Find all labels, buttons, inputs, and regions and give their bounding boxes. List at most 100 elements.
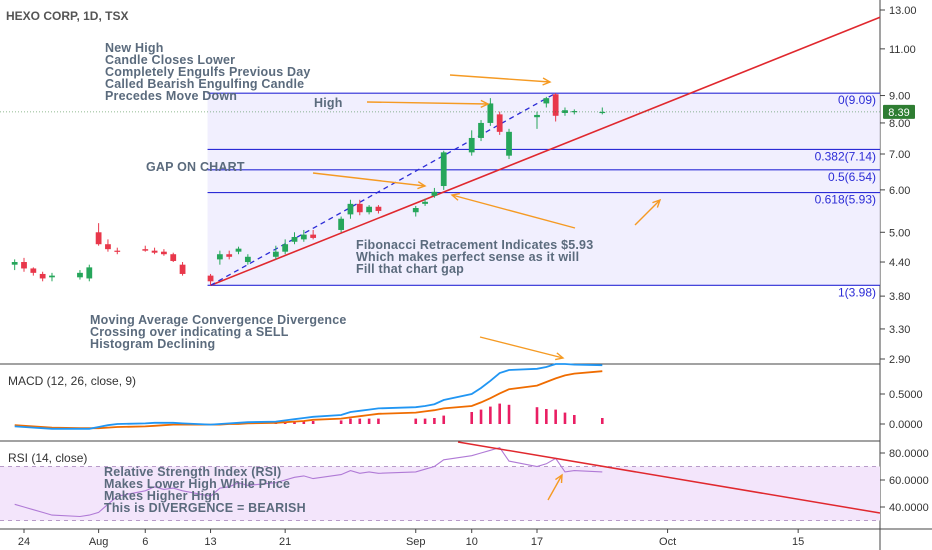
macd-histogram-bar [600, 418, 604, 424]
x-tick-label: Oct [659, 536, 676, 548]
macd-histogram-bar [293, 421, 296, 424]
macd-histogram-bar [377, 418, 380, 424]
candle-body [506, 131, 512, 156]
candle-body [300, 234, 307, 240]
annotation-arrow[interactable] [547, 474, 563, 501]
x-axis-labels: 24 Aug 6 13 21 Sep 10 17 Oct 15 [18, 529, 804, 548]
rsi-y-tick-label: 40.0000 [889, 502, 929, 514]
arrow-head [542, 77, 552, 86]
macd-histogram-bar [311, 421, 315, 424]
candle-body [235, 248, 242, 252]
annotation-arrows[interactable] [312, 74, 662, 501]
note-fib-1: Fibonacci Retracement Indicates $5.93 [356, 238, 593, 252]
fib-level-label: 0.382(7.14) [815, 149, 876, 163]
x-tick-label: 10 [466, 536, 478, 548]
candle-body [431, 191, 438, 196]
candle-body [534, 114, 540, 118]
candle-body [422, 201, 428, 204]
candle-body [49, 275, 55, 278]
y-tick-label: 7.00 [889, 149, 910, 161]
annotation-arrow[interactable] [366, 101, 489, 105]
macd-histogram-bar [302, 421, 306, 424]
rsi-y-tick-label: 80.0000 [889, 448, 929, 460]
candle-body [599, 111, 606, 114]
macd-histogram-bar [414, 418, 418, 424]
candle-body [356, 203, 363, 213]
macd-histogram-bar [563, 412, 567, 424]
x-tick-label: 6 [142, 536, 148, 548]
macd-pane: 0.5000 0.0000 [14, 363, 923, 431]
candle-body [21, 262, 27, 269]
macd-histogram-bar [573, 415, 576, 424]
candle-body [496, 114, 503, 132]
candle-body [543, 98, 550, 104]
rsi-y-tick-label: 60.0000 [889, 475, 929, 487]
candle-body [478, 122, 484, 138]
arrow-head [450, 192, 460, 201]
macd-histogram-bar [545, 409, 548, 424]
macd-histogram-bar [498, 403, 501, 424]
candle-body [207, 275, 214, 282]
note-rsi-4: This is DIVERGENCE = BEARISH [104, 501, 306, 515]
arrow-head [555, 473, 563, 484]
fibonacci-trend-line[interactable] [210, 92, 556, 286]
last-price-value: 8.39 [888, 107, 909, 119]
y-tick-label: 4.40 [889, 257, 910, 269]
fib-level-label: 0.618(5.93) [815, 193, 876, 207]
note-fib-3: Fill that chart gap [356, 262, 464, 276]
macd-line [14, 363, 603, 430]
candle-body [552, 94, 559, 116]
x-tick-label: 17 [531, 536, 543, 548]
macd-histogram-bar [479, 409, 483, 424]
note-macd-3: Histogram Declining [90, 337, 215, 351]
candle-body [170, 254, 177, 261]
macd-histogram-bar [507, 404, 511, 424]
candle-body [114, 250, 121, 252]
candle-body [338, 218, 345, 230]
candle-body [30, 268, 37, 273]
candle-body [375, 206, 382, 211]
candle-body [179, 264, 186, 274]
annotation-arrow[interactable] [479, 336, 564, 359]
y-axis-labels: 13.00 11.00 9.00 8.00 7.00 6.00 5.00 4.40 3.80 3.… [880, 5, 917, 366]
candle-body [571, 111, 578, 113]
annotation-arrow[interactable] [634, 199, 661, 226]
candle-body [310, 234, 317, 238]
macd-histogram-bar [535, 407, 539, 424]
macd-histogram-bar [423, 418, 427, 424]
macd-histogram-bar [358, 418, 362, 424]
candle-body [440, 152, 447, 187]
x-tick-label: 21 [279, 536, 291, 548]
rsi-divergence-trendline[interactable] [457, 441, 881, 514]
rsi-band-fill [0, 466, 880, 521]
candle-body [412, 208, 419, 213]
note-engulf-4: Called Bearish Engulfing Candle [105, 77, 304, 91]
annotation-arrow[interactable] [312, 172, 426, 187]
arrow-head [555, 352, 565, 361]
macd-signal-line [14, 370, 603, 430]
x-tick-label: 13 [204, 536, 216, 548]
macd-y-tick-label: 0.5000 [889, 389, 923, 401]
note-rsi-2: Makes Lower High While Price [104, 477, 290, 491]
note-fib-2: Which makes perfect sense as it will [356, 250, 579, 264]
y-tick-label: 9.00 [889, 91, 910, 103]
macd-histogram-bar [367, 418, 371, 424]
macd-histogram-bar [274, 423, 278, 424]
annotation-arrow[interactable] [449, 74, 551, 83]
candle-body [151, 250, 158, 253]
x-tick-label: 24 [18, 536, 30, 548]
price-trendline[interactable] [210, 16, 881, 287]
macd-histogram-bar [470, 412, 474, 424]
candle-body [282, 244, 289, 252]
y-tick-label: 5.00 [889, 227, 910, 239]
y-tick-label: 8.00 [889, 118, 910, 130]
trendlines[interactable] [210, 16, 881, 287]
macd-y-tick-label: 0.0000 [889, 419, 923, 431]
y-tick-label: 11.00 [889, 44, 916, 56]
fibonacci-levels[interactable]: 0(9.09) 0.382(7.14) 0.5(6.54) 0.618(5.93) 1(… [207, 92, 880, 299]
annotation-arrow[interactable] [451, 194, 576, 229]
note-macd-1: Moving Average Convergence Divergence [90, 313, 347, 327]
macd-histogram-bar [349, 418, 352, 424]
arrow-head [480, 99, 490, 108]
